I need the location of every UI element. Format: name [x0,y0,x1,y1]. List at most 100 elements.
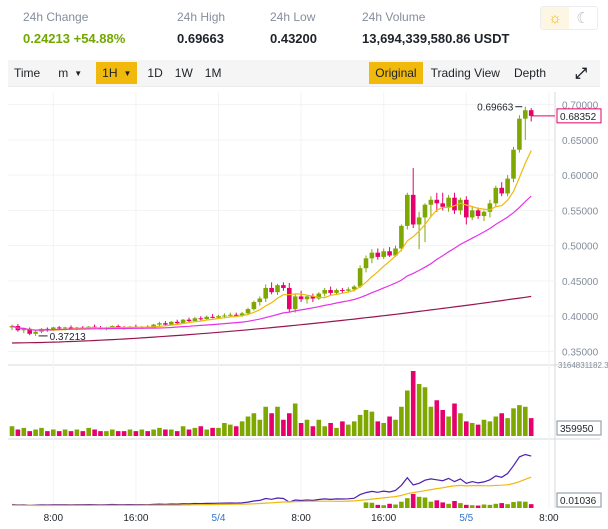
volume-bar [298,423,304,436]
volume-bar [528,418,534,436]
volume-last-tag-box [556,420,602,436]
interval-1m[interactable]: 1M [204,66,222,80]
candle-body [528,110,534,116]
candle-body [174,321,180,324]
candle-body [334,290,339,293]
volume-bar [68,431,74,436]
candle-body [346,289,351,291]
price-tick-label: 0.35000 [562,347,599,358]
volume-bar [316,419,322,436]
volume-bar [233,426,239,436]
candle-body [198,318,204,320]
indicator-bar [369,502,375,508]
volume-bar [310,426,316,436]
volume-bar [405,390,410,436]
volume-bar [399,406,404,436]
candle-body [245,309,251,314]
candle-body [228,314,233,316]
price-tick-label: 0.55000 [562,206,599,217]
stat-24h-high: 24h High 0.69663 [177,9,225,49]
candle-body [298,296,304,300]
volume-bar [186,429,192,436]
candle-body [381,251,386,257]
volume-bar [357,414,363,436]
candle-body [192,318,198,322]
moon-icon[interactable]: ☾ [576,10,590,27]
candle-body [210,316,215,318]
volume-bar [351,421,357,436]
volume-bar [422,387,428,436]
fullscreen-icon[interactable]: ⤢ [574,64,587,82]
indicator-bar [434,500,440,508]
indicator-bar [428,501,434,508]
price-tick-label: 0.70000 [562,101,599,112]
indicator-signal-line [11,476,532,507]
volume-bar [493,416,499,436]
volume-bar [216,427,221,436]
volume-bar [381,423,386,436]
interval-1d[interactable]: 1D [147,66,163,80]
candle-body [452,197,457,211]
indicator-bar [481,504,487,508]
volume-bar [446,416,451,436]
volume-bar [98,431,103,436]
volume-bar [287,413,292,436]
candle-body [475,210,481,217]
volume-bar [104,431,109,436]
volume-bar [416,384,422,436]
indicator-bar [452,501,457,508]
candle-body [51,327,56,331]
volume-bar [33,429,38,436]
volume-bar [304,419,310,436]
volume-bar [322,426,327,436]
minute-label: m [58,66,69,80]
candle-body [151,324,156,328]
indicator-bar [363,502,369,508]
volume-bar [121,431,127,436]
view-trading-view[interactable]: Trading View [430,66,500,80]
candle-body [416,217,422,225]
volume-bar [110,429,115,436]
hour-interval-dropdown[interactable]: 1H ▼ [96,62,138,84]
time-tick-label: 16:00 [123,513,148,524]
volume-bar [39,427,44,436]
candle-body [375,252,381,257]
theme-toggle[interactable]: ☼ ☾ [540,6,598,30]
candle-body [464,199,469,218]
volume-bar [192,427,198,436]
indicator-bar [523,501,528,508]
ma7-line [11,150,532,331]
indicator-bar [387,503,392,508]
candle-body [281,285,286,288]
view-original[interactable]: Original [369,62,423,84]
high-marker-label: 0.69663 [477,103,514,114]
ticker-stats: 24h Change 0.24213 +54.88% 24h High 0.69… [0,0,608,58]
candle-body [410,194,416,225]
candle-body [251,302,257,310]
volume-bar [487,421,493,436]
price-tick-label: 0.65000 [562,136,599,147]
volume-bar [174,431,180,436]
time-button[interactable]: Time [14,66,41,80]
volume-bar [139,429,145,436]
view-depth[interactable]: Depth [513,66,546,80]
sun-icon[interactable]: ☼ [541,7,569,29]
candle-body [287,287,292,310]
volume-bar [151,429,156,436]
interval-1w[interactable]: 1W [174,66,193,80]
candle-body [169,321,174,325]
candle-body [275,285,280,293]
volume-bar [9,426,15,436]
stat-24h-low: 24h Low 0.43200 [270,9,317,49]
volume-bar [62,429,68,436]
indicator-bar [410,494,416,508]
volume-bar [469,423,475,436]
candlestick-chart[interactable]: 0.70000 0.65000 0.60000 0.55000 0.50000 0.450… [0,92,608,529]
minute-interval-dropdown[interactable]: m ▼ [52,62,88,84]
volume-bar [263,406,268,436]
volume-bar [505,418,510,436]
volume-bar [115,431,121,436]
stat-value: 0.24213 +54.88% [23,31,126,46]
indicator-bar [528,504,534,508]
candle-body [68,327,74,329]
